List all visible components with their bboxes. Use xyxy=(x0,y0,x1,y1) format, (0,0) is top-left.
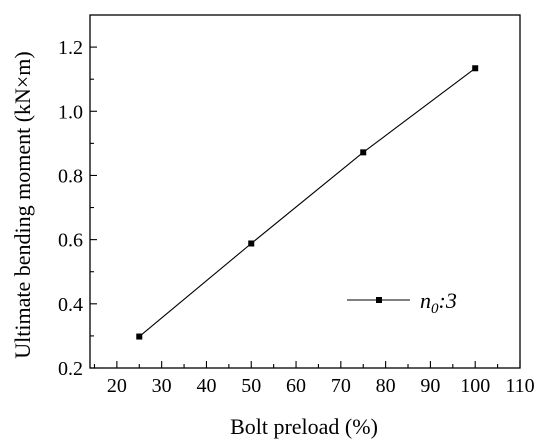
data-point-marker xyxy=(136,333,143,340)
y-axis-label: Ultimate bending moment (kN×m) xyxy=(10,51,35,359)
legend-label: n0:3 xyxy=(420,288,457,317)
x-tick-label: 50 xyxy=(241,375,261,397)
legend-label-subscript: 0 xyxy=(431,301,439,317)
series-line xyxy=(138,67,476,337)
x-tick-label: 40 xyxy=(196,375,216,397)
plot-area-border xyxy=(89,14,521,369)
x-tick-label: 30 xyxy=(152,375,172,397)
x-tick-label: 70 xyxy=(331,375,351,397)
x-tick-label: 110 xyxy=(505,375,534,397)
y-tick-label: 0.4 xyxy=(58,294,83,316)
series-layer xyxy=(136,65,479,340)
x-axis-ticks: 20 30 40 50 60 70 80 90 100 110 xyxy=(93,361,535,397)
legend-label-rest: :3 xyxy=(439,288,457,313)
x-tick-label: 90 xyxy=(420,375,440,397)
data-point-marker xyxy=(472,65,479,72)
data-point-marker xyxy=(360,149,367,156)
legend-label-main: n xyxy=(420,288,431,313)
legend-marker xyxy=(376,297,382,303)
x-tick-label: 100 xyxy=(460,375,490,397)
y-tick-label: 0.8 xyxy=(58,165,83,187)
y-tick-label: 0.6 xyxy=(58,230,83,252)
y-axis-ticks: 0.2 0.4 0.6 0.8 1.0 1.2 xyxy=(58,37,97,380)
data-point-marker xyxy=(248,240,255,247)
y-tick-label: 1.2 xyxy=(58,37,83,59)
x-tick-label: 60 xyxy=(286,375,306,397)
y-tick-label: 0.2 xyxy=(58,358,83,380)
y-tick-label: 1.0 xyxy=(58,101,83,123)
plot-frame xyxy=(89,14,521,369)
legend: n0:3 xyxy=(347,288,457,317)
x-axis-label: Bolt preload (%) xyxy=(230,414,378,439)
x-tick-label: 20 xyxy=(107,375,127,397)
x-tick-label: 80 xyxy=(376,375,396,397)
